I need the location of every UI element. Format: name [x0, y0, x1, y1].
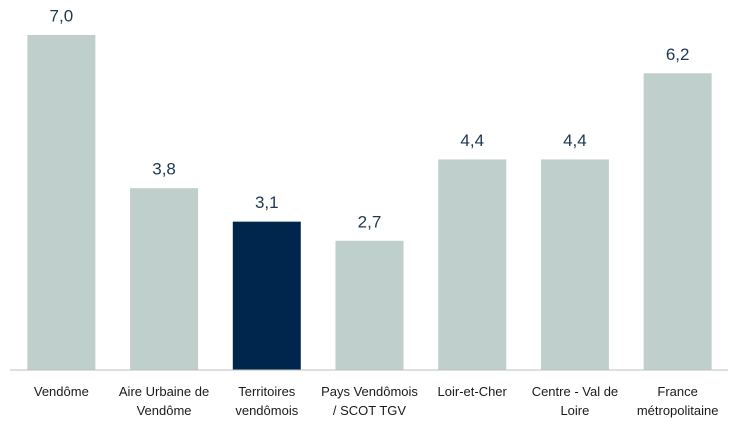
x-tick-label: Pays Vendômois / SCOT TGV [321, 384, 418, 418]
bar [438, 159, 507, 370]
bar [27, 35, 96, 370]
x-tick-label: France métropolitaine [636, 384, 719, 418]
x-tick-label: Vendôme [33, 384, 89, 399]
bar [643, 73, 712, 371]
bar [130, 188, 199, 370]
value-label: 6,2 [666, 45, 690, 64]
bar [232, 221, 301, 370]
bar [335, 240, 404, 370]
value-label: 2,7 [358, 212, 382, 231]
x-tick-label: Territoires vendômois [235, 384, 299, 418]
x-tick-label: Centre - Val de Loire [531, 384, 619, 418]
value-label: 4,4 [563, 131, 587, 150]
bar [540, 159, 609, 370]
value-label: 7,0 [50, 6, 74, 25]
x-tick-label: Aire Urbaine de Vendôme [118, 384, 210, 418]
value-label: 3,1 [255, 193, 279, 212]
x-tick-label: Loir-et-Cher [437, 384, 507, 399]
value-label: 4,4 [460, 131, 484, 150]
value-label: 3,8 [152, 160, 176, 179]
